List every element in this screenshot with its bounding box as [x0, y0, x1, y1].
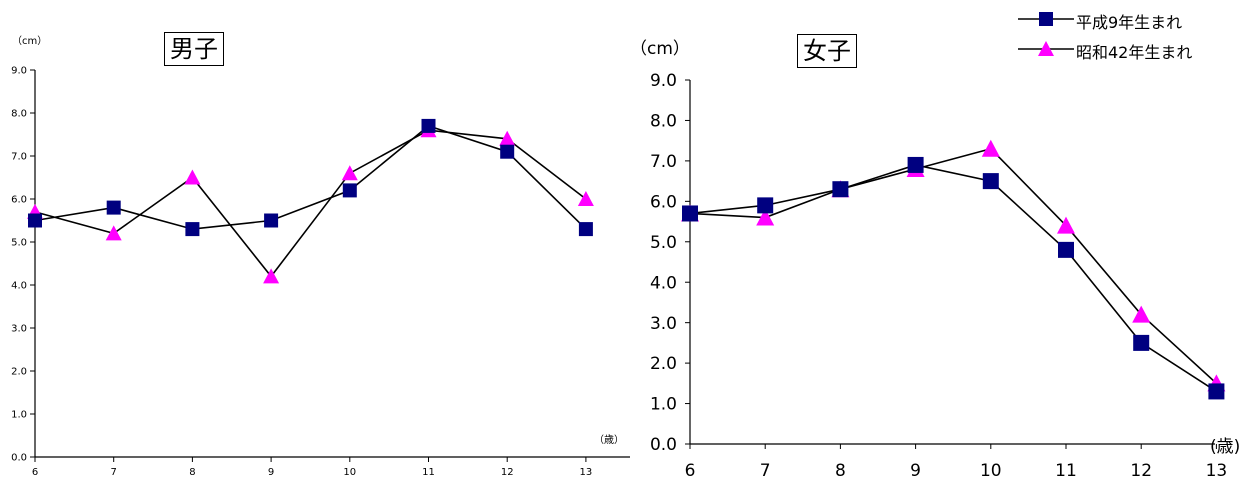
boys-y-tick-label: 5.0 [11, 238, 27, 249]
boys-x-tick-label: 9 [268, 467, 274, 478]
girls-point-series1 [907, 156, 924, 173]
girls-y-tick-label: 4.0 [650, 273, 677, 293]
girls-y-tick-label: 2.0 [650, 354, 677, 374]
boys-y-tick-label: 3.0 [11, 324, 27, 335]
girls-y-tick-label: 6.0 [650, 192, 677, 212]
boys-x-tick-label: 6 [32, 467, 38, 478]
boys-y-tick-label: 2.0 [11, 367, 27, 378]
girls-point-series2 [1057, 216, 1075, 234]
boys-y-tick-label: 7.0 [11, 152, 27, 163]
boys-point-series1 [578, 222, 593, 237]
boys-x-tick-label: 10 [343, 467, 356, 478]
girls-point-series2 [756, 208, 775, 226]
girls-y-tick-label: 8.0 [650, 112, 677, 132]
girls-y-tick-label: 0.0 [650, 435, 677, 455]
girls-x-tick-label: 7 [760, 461, 771, 481]
girls-point-series2 [981, 139, 1000, 157]
girls-point-series1 [757, 197, 774, 214]
girls-point-series2 [1132, 305, 1151, 323]
girls-x-tick-label: 9 [910, 461, 921, 481]
legend: 平成9年生まれ 昭和42年生まれ [1018, 6, 1258, 66]
boys-point-series2 [499, 130, 516, 146]
boys-y-tick-label: 0.0 [11, 453, 27, 464]
boys-x-tick-label: 12 [501, 467, 514, 478]
boys-point-series1 [500, 144, 515, 159]
boys-point-series2 [577, 191, 594, 206]
boys-series-line-2 [34, 129, 587, 278]
girls-x-tick-label: 6 [685, 461, 696, 481]
boys-series-line-1 [34, 125, 587, 230]
boys-y-tick-label: 9.0 [11, 66, 27, 77]
girls-y-unit-label: （cm） [630, 39, 690, 59]
girls-x-tick-label: 8 [835, 461, 846, 481]
boys-point-series1 [185, 222, 200, 237]
boys-point-series1 [264, 213, 279, 228]
legend-label-series2: 昭和42年生まれ [1076, 43, 1193, 62]
girls-chart-title: 女子 [797, 34, 857, 68]
girls-x-unit-label: (歳) [1210, 437, 1240, 457]
boys-chart: 0.0 1.0 2.0 3.0 4.0 5.0 6.0 7.0 8.0 9.0 6 7 8 9 10 11 12… [11, 35, 630, 478]
boys-y-unit-label: （cm） [12, 35, 47, 47]
boys-point-series1 [421, 118, 436, 133]
boys-point-series1 [106, 200, 121, 215]
triangle-marker-icon [1018, 41, 1074, 56]
girls-y-tick-label: 9.0 [650, 71, 677, 91]
boys-x-tick-label: 8 [189, 467, 195, 478]
girls-y-tick-label: 5.0 [650, 233, 677, 253]
girls-point-series1 [982, 173, 999, 190]
boys-point-series1 [28, 213, 42, 228]
girls-point-series1 [832, 181, 849, 198]
girls-x-tick-label: 10 [980, 461, 1002, 481]
boys-chart-title: 男子 [164, 32, 224, 66]
boys-x-unit-label: （歳） [594, 434, 624, 446]
legend-item-series2: 昭和42年生まれ [1018, 36, 1258, 66]
girls-y-tick-label: 3.0 [650, 314, 677, 334]
boys-x-tick-label: 13 [580, 467, 593, 478]
girls-x-tick-label: 12 [1130, 461, 1152, 481]
girls-point-series1 [1133, 334, 1150, 351]
girls-series-line-2 [689, 147, 1217, 384]
boys-x-tick-label: 7 [111, 467, 117, 478]
boys-y-tick-label: 6.0 [11, 195, 27, 206]
girls-point-series1 [1208, 383, 1225, 400]
legend-label-series1: 平成9年生まれ [1076, 13, 1183, 32]
boys-point-series2 [105, 225, 122, 241]
boys-point-series2 [263, 268, 280, 284]
girls-series-line-1 [689, 164, 1217, 393]
boys-point-series2 [184, 169, 201, 185]
girls-x-tick-label: 11 [1055, 461, 1077, 481]
girls-point-series1 [682, 205, 698, 222]
girls-y-tick-label: 7.0 [650, 152, 677, 172]
girls-y-tick-label: 1.0 [650, 395, 677, 415]
girls-point-series1 [1058, 241, 1074, 258]
boys-y-tick-label: 1.0 [11, 410, 27, 421]
girls-x-tick-label: 13 [1206, 461, 1228, 481]
girls-chart: 0.0 1.0 2.0 3.0 4.0 5.0 6.0 7.0 8.0 9.0 6 7 8 9 10 11 12… [630, 39, 1240, 481]
boys-point-series2 [341, 165, 358, 181]
boys-point-series1 [342, 183, 357, 198]
square-marker-icon [1018, 12, 1074, 26]
boys-y-tick-label: 8.0 [11, 109, 27, 120]
legend-item-series1: 平成9年生まれ [1018, 6, 1258, 36]
boys-y-tick-label: 4.0 [11, 281, 27, 292]
boys-x-tick-label: 11 [422, 467, 435, 478]
